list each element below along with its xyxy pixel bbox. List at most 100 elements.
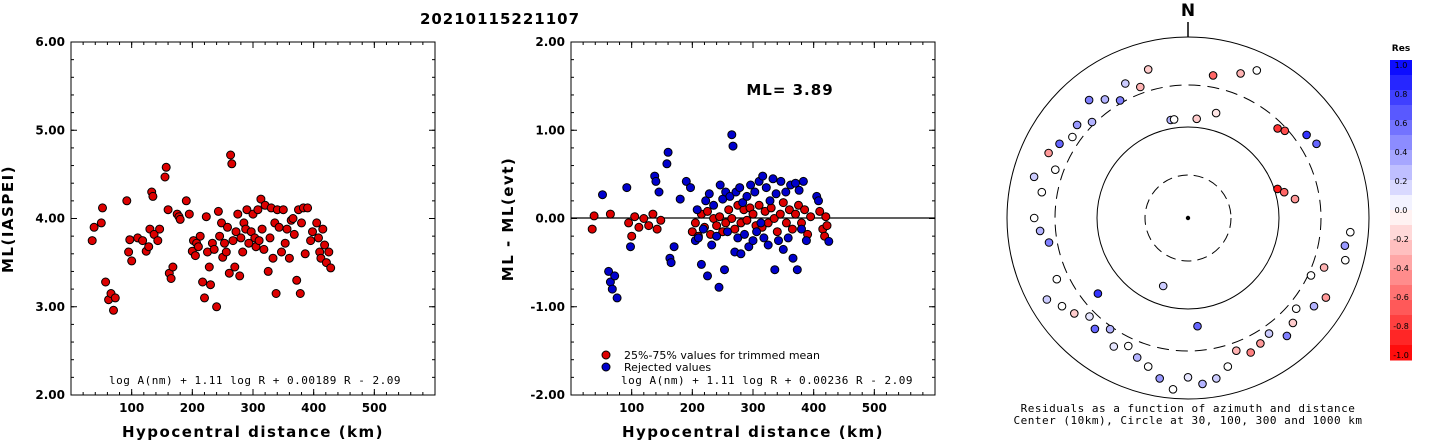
- data-point: [727, 214, 737, 223]
- residual-point: [1085, 312, 1094, 321]
- data-point: [193, 242, 203, 252]
- data-point: [163, 205, 173, 215]
- data-point: [815, 206, 825, 216]
- residual-point: [1198, 379, 1207, 389]
- residual-point: [1042, 295, 1052, 304]
- data-point: [300, 249, 310, 259]
- legend-label-rejected: Rejected values: [624, 361, 711, 374]
- data-point: [297, 218, 306, 228]
- data-point: [724, 205, 734, 215]
- colorbar-tick-label: -0.4: [1393, 264, 1409, 273]
- data-point: [215, 231, 225, 241]
- data-point: [153, 236, 163, 246]
- data-point: [798, 176, 808, 186]
- data-point: [256, 194, 266, 204]
- residual-point: [1252, 66, 1262, 75]
- data-point: [654, 187, 664, 197]
- data-point: [801, 236, 811, 246]
- data-point: [630, 212, 640, 222]
- data-point: [612, 293, 622, 303]
- residual-point: [1029, 213, 1039, 223]
- data-point: [690, 218, 700, 228]
- data-point: [125, 235, 135, 245]
- data-point: [787, 224, 797, 234]
- data-point: [289, 229, 299, 239]
- data-point: [778, 244, 788, 254]
- data-point: [814, 196, 823, 206]
- colorbar-swatch: [1390, 165, 1412, 181]
- data-point: [639, 214, 649, 223]
- residual-point: [1246, 348, 1255, 357]
- data-point: [268, 253, 278, 263]
- y-axis-label-2: ML - ML(evt): [499, 157, 517, 281]
- residual-point: [1093, 289, 1103, 298]
- data-point: [288, 214, 298, 223]
- center-dot: [1185, 215, 1191, 221]
- ring-30km: [1144, 174, 1232, 262]
- residual-point: [1302, 130, 1311, 140]
- data-point: [295, 289, 305, 298]
- data-point: [707, 240, 717, 250]
- data-point: [622, 183, 632, 193]
- data-point: [758, 171, 768, 181]
- data-point: [259, 244, 269, 254]
- data-point: [742, 191, 752, 201]
- data-point: [253, 205, 263, 215]
- colorbar-swatch: [1390, 180, 1412, 196]
- y-tick-label: -2.00: [530, 388, 565, 402]
- colorbar-tick-label: 1.0: [1395, 61, 1408, 70]
- residual-point: [1035, 226, 1045, 236]
- data-point: [312, 218, 322, 228]
- data-point: [254, 236, 264, 246]
- y-tick-label: 2.00: [535, 35, 565, 49]
- colorbar-swatch: [1390, 75, 1412, 91]
- axis-ticks-2: -2.00 -1.00 0.00 1.00 2.00 100 200 300 400 500: [530, 35, 936, 415]
- data-point: [292, 275, 302, 285]
- points-3: [1029, 65, 1355, 394]
- data-point: [651, 176, 661, 186]
- data-point: [200, 293, 209, 303]
- residual-point: [1232, 346, 1241, 356]
- data-point: [213, 206, 223, 216]
- residual-point: [1309, 301, 1319, 311]
- data-point: [756, 218, 766, 228]
- residual-point: [1070, 309, 1079, 318]
- x-tick-label: 100: [119, 401, 144, 415]
- data-point: [744, 242, 754, 252]
- residual-point: [1037, 187, 1047, 197]
- data-point: [226, 150, 236, 160]
- data-point: [110, 293, 120, 303]
- colorbar: Res 1.0 0.8 0.6 0.4 0.2 0.0 -0.2 -0.4 -0.6 -0.8 -1…: [1390, 44, 1412, 361]
- data-point: [206, 280, 215, 290]
- residual-point: [1273, 124, 1282, 133]
- data-point: [144, 242, 154, 252]
- data-point: [772, 227, 782, 237]
- data-point: [669, 242, 679, 252]
- colorbar-swatch: [1390, 225, 1412, 241]
- colorbar-swatch: [1390, 330, 1412, 346]
- axis-ticks-1: 2.00 3.00 4.00 5.00 6.00 100 200 300 400 500: [35, 35, 436, 415]
- residual-point: [1051, 165, 1060, 174]
- data-point: [221, 247, 231, 257]
- data-point: [778, 198, 788, 208]
- x-tick-label: 200: [680, 401, 705, 415]
- data-point: [277, 247, 286, 257]
- data-point: [242, 205, 252, 215]
- data-point: [598, 190, 607, 200]
- data-point: [701, 196, 711, 206]
- residual-point: [1105, 324, 1115, 334]
- data-point: [326, 263, 336, 273]
- data-point: [735, 183, 745, 193]
- data-point: [96, 218, 106, 228]
- x-axis-label-2: Hypocentral distance (km): [622, 423, 884, 441]
- residual-point: [1158, 281, 1168, 291]
- data-point: [263, 266, 273, 276]
- ring-100km: [1096, 126, 1280, 310]
- data-point: [274, 222, 284, 232]
- y-tick-label: 0.00: [535, 212, 565, 226]
- data-point: [769, 214, 779, 223]
- data-point: [738, 198, 748, 208]
- residual-point: [1072, 120, 1082, 130]
- panel-polar-residuals: N Residuals as a function of azimuth and…: [1006, 1, 1370, 427]
- data-point: [714, 282, 724, 292]
